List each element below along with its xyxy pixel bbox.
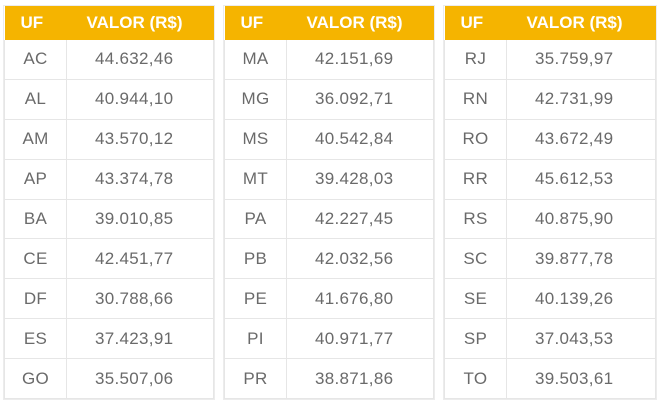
uf-cell: PI: [225, 319, 287, 359]
table-row: MG 36.092,71: [225, 79, 434, 119]
column-header-uf: UF: [5, 6, 67, 40]
table-header-row: UF VALOR (R$): [445, 6, 656, 40]
valor-cell: 42.151,69: [287, 40, 434, 79]
column-header-uf: UF: [445, 6, 507, 40]
table-row: PI 40.971,77: [225, 319, 434, 359]
uf-cell: RO: [445, 119, 507, 159]
uf-cell: PE: [225, 279, 287, 319]
uf-cell: AL: [5, 79, 67, 119]
uf-cell: RJ: [445, 40, 507, 79]
uf-cell: PA: [225, 199, 287, 239]
column-header-valor: VALOR (R$): [507, 6, 656, 40]
table-row: SE 40.139,26: [445, 279, 656, 319]
uf-cell: TO: [445, 359, 507, 399]
valor-cell: 43.374,78: [67, 159, 214, 199]
table-row: CE 42.451,77: [5, 239, 214, 279]
valor-cell: 39.503,61: [507, 359, 656, 399]
uf-cell: ES: [5, 319, 67, 359]
valor-cell: 35.507,06: [67, 359, 214, 399]
state-values-table-1: UF VALOR (R$) AC 44.632,46 AL 40.944,10 AM…: [4, 6, 214, 399]
valor-cell: 40.944,10: [67, 79, 214, 119]
valor-cell: 30.788,66: [67, 279, 214, 319]
table-row: MT 39.428,03: [225, 159, 434, 199]
column-header-uf: UF: [225, 6, 287, 40]
valor-cell: 42.227,45: [287, 199, 434, 239]
valor-cell: 42.451,77: [67, 239, 214, 279]
valor-cell: 40.139,26: [507, 279, 656, 319]
uf-cell: SC: [445, 239, 507, 279]
valor-cell: 43.672,49: [507, 119, 656, 159]
table-row: MA 42.151,69: [225, 40, 434, 79]
table-row: SP 37.043,53: [445, 319, 656, 359]
table-row: RJ 35.759,97: [445, 40, 656, 79]
uf-cell: BA: [5, 199, 67, 239]
valor-cell: 37.043,53: [507, 319, 656, 359]
uf-cell: PR: [225, 359, 287, 399]
table-row: ES 37.423,91: [5, 319, 214, 359]
valor-cell: 45.612,53: [507, 159, 656, 199]
valor-cell: 36.092,71: [287, 79, 434, 119]
valor-cell: 43.570,12: [67, 119, 214, 159]
uf-cell: SE: [445, 279, 507, 319]
valor-cell: 40.971,77: [287, 319, 434, 359]
uf-cell: SP: [445, 319, 507, 359]
table-header-row: UF VALOR (R$): [5, 6, 214, 40]
valor-cell: 41.676,80: [287, 279, 434, 319]
uf-cell: MA: [225, 40, 287, 79]
table-row: PB 42.032,56: [225, 239, 434, 279]
valor-cell: 39.010,85: [67, 199, 214, 239]
table-row: AM 43.570,12: [5, 119, 214, 159]
valor-cell: 42.032,56: [287, 239, 434, 279]
table-row: PE 41.676,80: [225, 279, 434, 319]
uf-cell: AC: [5, 40, 67, 79]
uf-cell: MT: [225, 159, 287, 199]
state-values-table-2: UF VALOR (R$) MA 42.151,69 MG 36.092,71 MS…: [224, 6, 434, 399]
table-row: GO 35.507,06: [5, 359, 214, 399]
valor-cell: 44.632,46: [67, 40, 214, 79]
table-row: RN 42.731,99: [445, 79, 656, 119]
valor-cell: 40.875,90: [507, 199, 656, 239]
table-row: AC 44.632,46: [5, 40, 214, 79]
table-row: PA 42.227,45: [225, 199, 434, 239]
table-row: DF 30.788,66: [5, 279, 214, 319]
table-header-row: UF VALOR (R$): [225, 6, 434, 40]
valor-cell: 35.759,97: [507, 40, 656, 79]
valor-cell: 42.731,99: [507, 79, 656, 119]
valor-cell: 40.542,84: [287, 119, 434, 159]
table-row: BA 39.010,85: [5, 199, 214, 239]
uf-cell: AP: [5, 159, 67, 199]
table-row: AL 40.944,10: [5, 79, 214, 119]
state-values-table-3: UF VALOR (R$) RJ 35.759,97 RN 42.731,99 RO…: [444, 6, 656, 399]
valor-cell: 38.871,86: [287, 359, 434, 399]
table-row: PR 38.871,86: [225, 359, 434, 399]
valor-cell: 39.428,03: [287, 159, 434, 199]
uf-cell: DF: [5, 279, 67, 319]
table-row: RR 45.612,53: [445, 159, 656, 199]
table-row: MS 40.542,84: [225, 119, 434, 159]
uf-cell: RR: [445, 159, 507, 199]
valor-cell: 39.877,78: [507, 239, 656, 279]
uf-cell: RN: [445, 79, 507, 119]
uf-cell: GO: [5, 359, 67, 399]
uf-cell: CE: [5, 239, 67, 279]
valor-cell: 37.423,91: [67, 319, 214, 359]
table-row: AP 43.374,78: [5, 159, 214, 199]
uf-cell: MS: [225, 119, 287, 159]
uf-cell: RS: [445, 199, 507, 239]
column-header-valor: VALOR (R$): [67, 6, 214, 40]
column-header-valor: VALOR (R$): [287, 6, 434, 40]
table-row: TO 39.503,61: [445, 359, 656, 399]
table-row: RO 43.672,49: [445, 119, 656, 159]
uf-cell: AM: [5, 119, 67, 159]
uf-cell: PB: [225, 239, 287, 279]
table-row: SC 39.877,78: [445, 239, 656, 279]
uf-cell: MG: [225, 79, 287, 119]
table-row: RS 40.875,90: [445, 199, 656, 239]
